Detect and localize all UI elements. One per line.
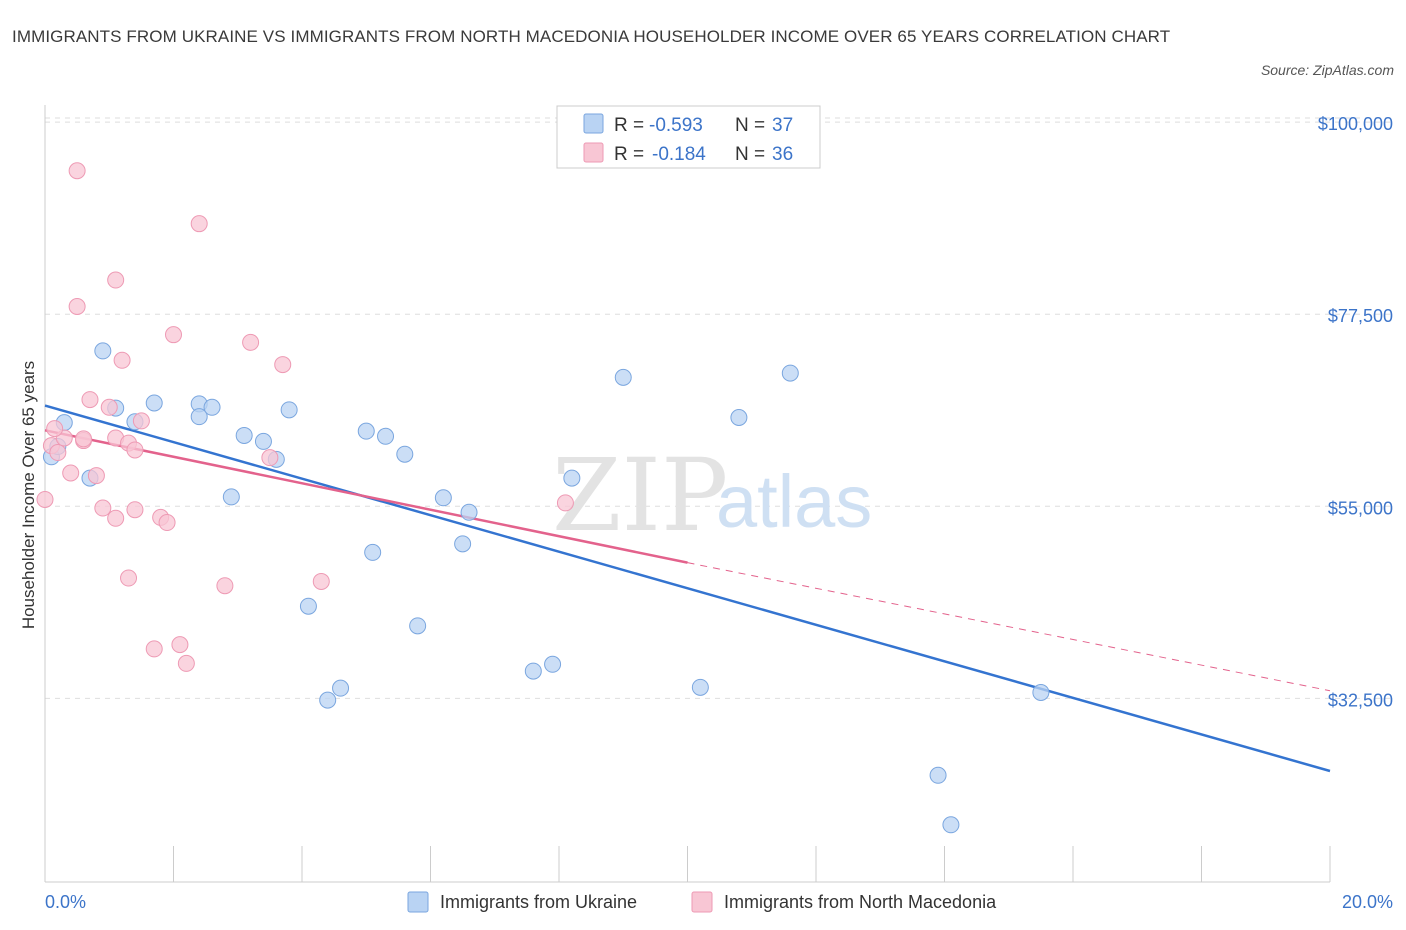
macedonia-point: [216, 577, 234, 595]
ukraine-point: [929, 766, 947, 784]
ukraine-point: [280, 401, 298, 419]
legend-n-label-ukraine: N =: [735, 115, 765, 136]
ukraine-point: [377, 427, 395, 445]
macedonia-point: [145, 640, 163, 658]
ukraine-point: [332, 679, 350, 697]
series-legend-swatch-ukraine: [407, 891, 429, 913]
ukraine-point: [254, 432, 272, 450]
ukraine-point: [781, 364, 799, 382]
chart-title: IMMIGRANTS FROM UKRAINE VS IMMIGRANTS FR…: [12, 27, 1171, 46]
ukraine-point: [460, 503, 478, 521]
legend-r-value-macedonia: -0.184: [652, 144, 706, 165]
macedonia-point: [126, 441, 144, 459]
macedonia-point: [274, 356, 292, 374]
y-tick-label: $77,500: [1328, 306, 1393, 326]
macedonia-point: [556, 494, 574, 512]
macedonia-point: [107, 509, 125, 527]
legend-n-value-macedonia: 36: [772, 144, 793, 165]
y-tick-label: $32,500: [1328, 690, 1393, 710]
ukraine-point: [203, 398, 221, 416]
macedonia-point: [120, 569, 138, 587]
macedonia-point: [158, 514, 176, 532]
ukraine-point: [364, 543, 382, 561]
correlation-legend: R = -0.593 N = 37 R = -0.184 N = 36: [556, 105, 821, 169]
y-tick-label: $55,000: [1328, 498, 1393, 518]
watermark-zip: ZIP: [552, 437, 728, 554]
macedonia-point: [126, 501, 144, 519]
ukraine-point: [94, 342, 112, 360]
macedonia-point: [49, 444, 67, 462]
ukraine-point: [357, 422, 375, 440]
legend-r-label-macedonia: R =: [614, 144, 644, 165]
legend-swatch-macedonia: [583, 142, 604, 163]
macedonia-point: [68, 162, 86, 180]
macedonia-point: [75, 430, 93, 448]
watermark-atlas: atlas: [716, 460, 872, 543]
ukraine-trend-line: [44, 404, 1331, 773]
y-axis-label: Householder Income Over 65 years: [19, 361, 38, 629]
ukraine-point: [190, 408, 208, 426]
x-tick-label-max: 20.0%: [1342, 892, 1393, 912]
watermark: ZIP atlas: [552, 437, 872, 554]
legend-r-value-ukraine: -0.593: [649, 115, 703, 136]
macedonia-point: [87, 467, 105, 485]
macedonia-point: [100, 398, 118, 416]
series-legend-swatch-macedonia: [691, 891, 713, 913]
macedonia-point: [171, 636, 189, 654]
legend-swatch-ukraine: [583, 113, 604, 134]
legend-r-label-ukraine: R =: [614, 115, 644, 136]
ukraine-point: [563, 469, 581, 487]
macedonia-point: [132, 412, 150, 430]
macedonia-point: [261, 449, 279, 467]
legend-n-value-ukraine: 37: [772, 115, 793, 136]
macedonia-point: [81, 391, 99, 409]
grid-layer: [45, 117, 1394, 699]
source-label: Source: ZipAtlas.com: [1260, 62, 1394, 78]
ukraine-point: [319, 691, 337, 709]
ukraine-point: [942, 816, 960, 834]
macedonia-point: [62, 464, 80, 482]
ukraine-point: [691, 678, 709, 696]
y-tick-labels: $100,000 $77,500 $55,000 $32,500: [1318, 114, 1393, 710]
series-legend-label-macedonia: Immigrants from North Macedonia: [724, 892, 997, 912]
ukraine-point: [614, 368, 632, 386]
ukraine-point: [524, 662, 542, 680]
series-legend-label-ukraine: Immigrants from Ukraine: [440, 892, 637, 912]
ukraine-point: [235, 426, 253, 444]
macedonia-point: [177, 654, 195, 672]
macedonia-trend-line: [44, 429, 688, 564]
macedonia-point: [312, 572, 330, 590]
macedonia-point: [46, 420, 64, 438]
x-tick-label-min: 0.0%: [45, 892, 86, 912]
ukraine-point: [145, 394, 163, 412]
points-layer: [36, 162, 1050, 834]
macedonia-point: [107, 271, 125, 289]
macedonia-point: [190, 215, 208, 233]
ukraine-point: [454, 535, 472, 553]
ukraine-point: [299, 597, 317, 615]
ukraine-point: [222, 488, 240, 506]
ukraine-point: [409, 617, 427, 635]
macedonia-point: [68, 298, 86, 316]
trend-layer: [44, 404, 1331, 773]
macedonia-point: [36, 490, 54, 508]
ukraine-point: [1032, 683, 1050, 701]
legend-n-label-macedonia: N =: [735, 144, 765, 165]
y-tick-label: $100,000: [1318, 114, 1393, 134]
ukraine-point: [544, 655, 562, 673]
ukraine-point: [730, 409, 748, 427]
macedonia-point: [242, 333, 260, 351]
macedonia-point: [94, 499, 112, 517]
macedonia-trend-line: [687, 562, 1331, 692]
macedonia-point: [113, 351, 131, 369]
ukraine-point: [396, 445, 414, 463]
macedonia-point: [165, 326, 182, 344]
ukraine-point: [434, 489, 452, 507]
series-legend: Immigrants from Ukraine Immigrants from …: [407, 891, 997, 913]
